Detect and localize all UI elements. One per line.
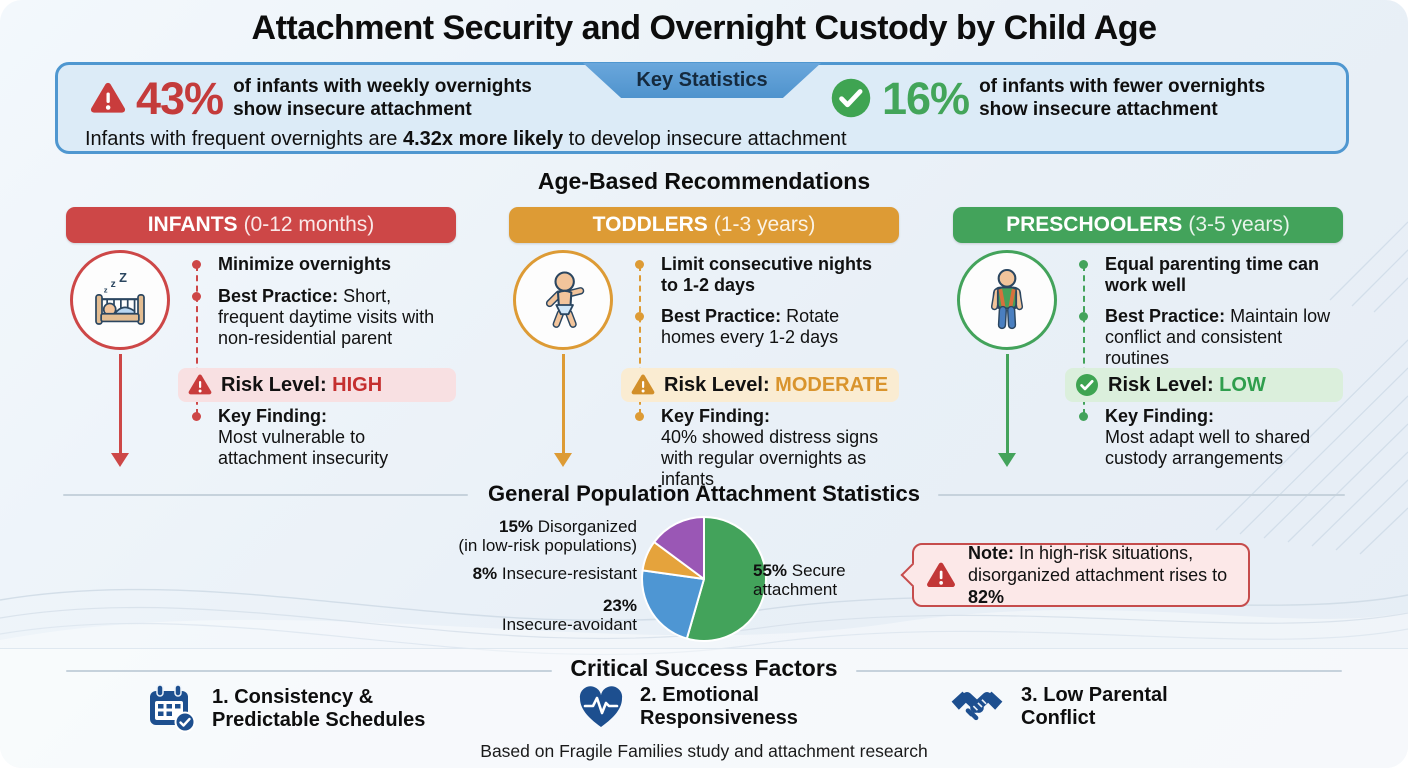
preschoolers-timeline-arrowhead (998, 453, 1016, 467)
preschoolers-risk-badge: Risk Level: LOW (1065, 368, 1343, 402)
success-factors-heading: Critical Success Factors (570, 655, 838, 681)
pie-slice-insecure-avoidant (641, 569, 705, 640)
infants-bullet-1: Minimize overnights (192, 254, 448, 275)
toddlers-best-practice: Best Practice: Rotate homes every 1-2 da… (635, 306, 891, 348)
preschoolers-timeline-arrow (1005, 354, 1009, 454)
preschoolers-header: PRESCHOOLERS (3-5 years) (953, 207, 1343, 243)
toddlers-timeline-arrowhead (554, 453, 572, 467)
divider-left (63, 494, 468, 496)
preschoolers-best-practice: Best Practice: Maintain low conflict and… (1079, 306, 1335, 369)
toddlers-key-finding: Key Finding: 40% showed distress signs w… (635, 406, 891, 490)
toddlers-header: TODDLERS (1-3 years) (509, 207, 899, 243)
high-risk-note: Note: In high-risk situations, disorgani… (900, 543, 1250, 607)
infants-timeline-arrow (118, 354, 122, 454)
pie-slice-disorganized (653, 516, 705, 580)
warning-stat-text: of infants with weekly overnights show i… (233, 76, 532, 120)
infants-best-practice: Best Practice: Short, frequent daytime v… (192, 286, 448, 349)
infants-risk-badge: Risk Level: HIGH (178, 368, 456, 402)
infants-timeline-arrowhead (111, 453, 129, 467)
infants-key-finding: Key Finding: Most vulnerable to attachme… (192, 406, 448, 469)
column-toddlers: TODDLERS (1-3 years) Limit consecutive ni… (509, 207, 899, 489)
toddlers-risk-badge: Risk Level: MODERATE (621, 368, 899, 402)
attachment-pie-chart (636, 511, 772, 647)
pie-label-resistant: 8% Insecure-resistant (472, 564, 637, 583)
pie-slice-secure (685, 516, 767, 642)
pie-label-secure: 55% Secure attachment (753, 561, 846, 599)
factor-emotional-label: 2. Emotional Responsiveness (640, 684, 798, 729)
warning-triangle-icon (90, 82, 126, 115)
key-statistics-tab: Key Statistics (583, 63, 821, 98)
divider-right (938, 494, 1345, 496)
warning-triangle-icon (188, 374, 212, 396)
toddler-icon (513, 250, 613, 350)
csf-divider-right (856, 670, 1342, 672)
check-circle-icon (1075, 373, 1099, 397)
svg-text:Z: Z (119, 270, 127, 285)
pie-label-avoidant: 23% Insecure-avoidant (501, 596, 637, 634)
factor-emotional: 2. Emotional Responsiveness (577, 684, 798, 730)
warning-stat: 43% of infants with weekly overnights sh… (90, 75, 532, 121)
factor-conflict-label: 3. Low Parental Conflict (1021, 684, 1168, 729)
heart-pulse-icon (577, 684, 625, 730)
factor-consistency: 1. Consistency & Predictable Schedules (147, 684, 425, 734)
preschoolers-connector-line (1083, 265, 1085, 415)
calendar-check-icon (147, 684, 197, 734)
toddlers-connector-line (639, 265, 641, 415)
success-factors-section (0, 648, 1408, 768)
page-title: Attachment Security and Overnight Custod… (251, 9, 1157, 47)
warning-triangle-icon (926, 562, 956, 589)
recommendations-heading: Age-Based Recommendations (537, 168, 871, 194)
factor-conflict: 3. Low Parental Conflict (948, 684, 1168, 730)
toddlers-timeline-arrow (561, 354, 565, 454)
positive-stat-text: of infants with fewer overnights show in… (979, 76, 1266, 120)
svg-text:z: z (111, 279, 116, 290)
warning-stat-value: 43% (136, 72, 224, 124)
factor-consistency-label: 1. Consistency & Predictable Schedules (212, 686, 426, 731)
csf-divider-left (66, 670, 552, 672)
key-statistics-panel: Key Statistics 43% of infants with weekl… (55, 62, 1349, 154)
check-circle-icon (830, 77, 872, 119)
handshake-icon (948, 686, 1006, 728)
infants-connector-line (196, 265, 198, 415)
preschooler-backpack-icon (957, 250, 1057, 350)
svg-text:z: z (104, 285, 108, 294)
source-footnote: Based on Fragile Families study and atta… (480, 741, 928, 761)
warning-triangle-icon (631, 374, 655, 396)
toddlers-bullet-1: Limit consecutive nights to 1-2 days (635, 254, 891, 296)
infants-header: INFANTS (0-12 months) (66, 207, 456, 243)
preschoolers-bullet-1: Equal parenting time can work well (1079, 254, 1335, 296)
pie-label-disorganized: 15% Disorganized (in low-risk population… (458, 517, 637, 555)
stats-footnote: Infants with frequent overnights are 4.3… (85, 128, 847, 150)
positive-stat: 16% of infants with fewer overnights sho… (830, 75, 1265, 121)
population-stats-heading: General Population Attachment Statistics (488, 481, 920, 506)
positive-stat-value: 16% (882, 72, 970, 124)
preschoolers-key-finding: Key Finding: Most adapt well to shared c… (1079, 406, 1335, 469)
column-preschoolers: PRESCHOOLERS (3-5 years) Equal parenting … (953, 207, 1343, 469)
